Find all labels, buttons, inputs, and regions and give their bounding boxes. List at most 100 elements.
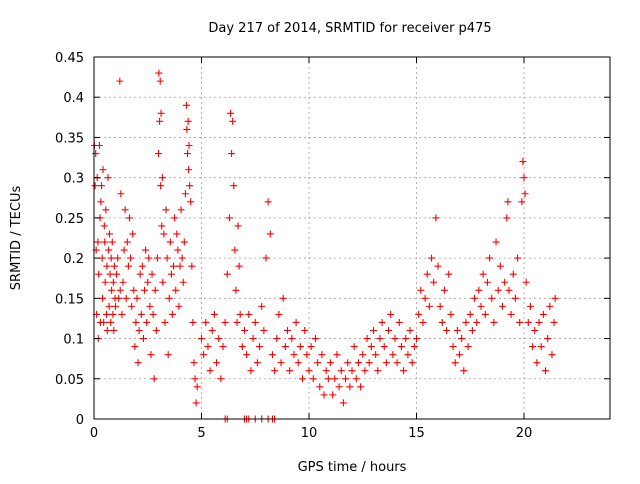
data-point (158, 222, 166, 230)
data-point (151, 286, 159, 294)
data-point (456, 351, 463, 359)
data-point (551, 294, 559, 302)
data-point (395, 318, 403, 326)
data-point (101, 278, 109, 286)
data-point (380, 343, 388, 351)
data-point (438, 318, 446, 326)
data-point (307, 343, 315, 351)
data-point (499, 302, 506, 310)
data-point (193, 383, 201, 391)
data-point (189, 318, 197, 326)
data-point (389, 351, 397, 359)
data-point (102, 310, 110, 318)
data-point (185, 141, 193, 149)
data-point (494, 286, 502, 294)
data-point (518, 198, 526, 206)
data-point (539, 310, 547, 318)
data-point (136, 270, 144, 278)
data-point (288, 335, 296, 343)
data-point (520, 174, 528, 182)
data-point (526, 302, 534, 310)
data-point (95, 141, 103, 149)
data-point (95, 270, 103, 278)
data-point (108, 238, 116, 246)
data-point (198, 335, 205, 343)
grid (94, 57, 610, 419)
data-point (249, 335, 257, 343)
data-point (535, 318, 543, 326)
data-point (105, 230, 113, 238)
data-point (134, 359, 142, 367)
data-point (210, 310, 218, 318)
data-point (445, 270, 453, 278)
data-point (290, 351, 298, 359)
data-point (268, 351, 276, 359)
data-point (113, 270, 121, 278)
data-point (344, 359, 352, 367)
data-point (443, 327, 451, 335)
data-point (410, 343, 418, 351)
data-point (531, 327, 539, 335)
data-point (110, 327, 118, 335)
data-point (245, 310, 253, 318)
data-point (217, 375, 225, 383)
data-point (191, 375, 199, 383)
data-point (509, 270, 517, 278)
data-point (243, 351, 251, 359)
data-point (393, 359, 401, 367)
data-point (163, 254, 171, 262)
data-point (374, 367, 382, 375)
data-point (309, 375, 317, 383)
data-point (100, 222, 108, 230)
data-point (122, 294, 130, 302)
data-point (352, 375, 360, 383)
data-point (544, 335, 552, 343)
data-point (337, 367, 345, 375)
data-point (176, 262, 184, 270)
data-point (152, 327, 160, 335)
data-point (423, 270, 431, 278)
data-point (129, 230, 137, 238)
data-point (372, 351, 380, 359)
data-point (204, 343, 212, 351)
data-point (260, 327, 268, 335)
data-point (112, 302, 119, 310)
data-point (130, 286, 138, 294)
data-point (329, 391, 337, 399)
data-point (225, 214, 233, 222)
data-point (184, 150, 192, 158)
y-tick-label: 0.45 (55, 51, 84, 66)
data-point (546, 302, 554, 310)
data-point (281, 343, 289, 351)
data-point (458, 335, 466, 343)
data-point (346, 383, 354, 391)
data-point (99, 294, 107, 302)
data-point (200, 351, 208, 359)
data-point (182, 101, 190, 109)
data-point (125, 214, 133, 222)
data-point (109, 310, 117, 318)
data-point (258, 302, 266, 310)
data-point (359, 351, 367, 359)
data-point (97, 198, 105, 206)
data-point (253, 359, 261, 367)
x-tick-label: 0 (90, 426, 98, 441)
y-tick-label: 0.05 (55, 373, 84, 388)
data-point (471, 294, 479, 302)
data-point (318, 351, 326, 359)
data-point (100, 318, 108, 326)
data-point (102, 206, 110, 214)
data-point (408, 359, 416, 367)
y-tick-label: 0.35 (55, 131, 84, 146)
data-points (90, 69, 559, 423)
data-point (141, 286, 149, 294)
data-point (479, 270, 487, 278)
data-point (503, 214, 511, 222)
data-point (159, 278, 167, 286)
data-point (103, 262, 111, 270)
data-point (462, 318, 470, 326)
data-point (183, 125, 191, 133)
data-point (475, 286, 483, 294)
data-point (391, 335, 399, 343)
